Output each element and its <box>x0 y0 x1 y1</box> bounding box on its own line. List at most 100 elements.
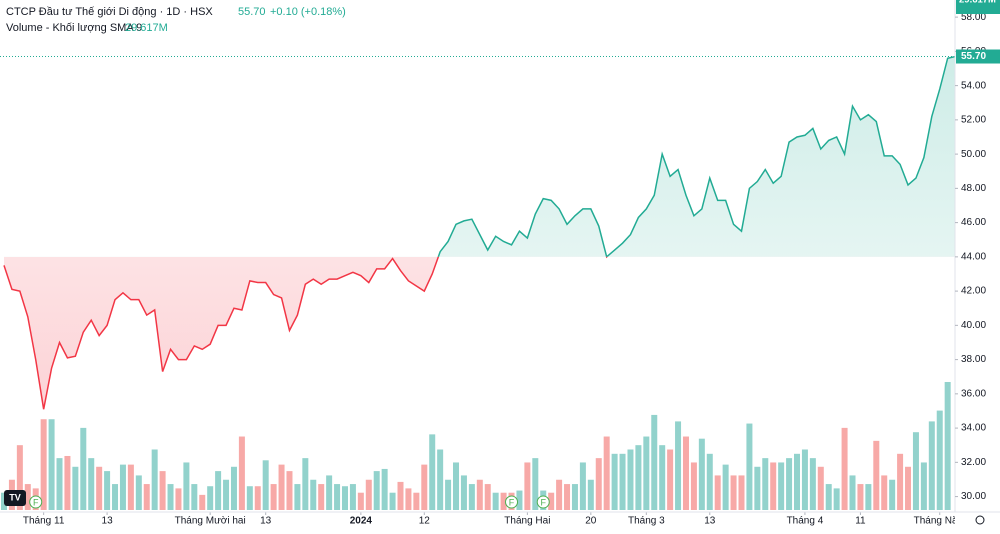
event-label: F <box>540 497 546 507</box>
volume-bar <box>912 432 919 510</box>
volume-bar <box>246 486 253 510</box>
x-tick-label: Tháng Hai <box>504 516 550 527</box>
volume-bar <box>905 466 912 510</box>
volume-bar <box>722 464 729 510</box>
volume-bar <box>88 458 95 510</box>
volume-bar <box>460 475 467 510</box>
volume-bar <box>659 445 666 510</box>
volume-bar <box>492 492 499 510</box>
y-tick-label: 34.00 <box>961 423 986 434</box>
volume-bar <box>175 488 182 510</box>
volume-bar <box>262 460 269 510</box>
y-tick-label: 52.00 <box>961 115 986 126</box>
volume-bar <box>706 453 713 510</box>
volume-bar <box>127 464 134 510</box>
volume-bar <box>373 471 380 510</box>
volume-bar <box>944 381 951 510</box>
y-tick-label: 38.00 <box>961 354 986 365</box>
x-tick-label: 20 <box>585 516 597 527</box>
volume-bar <box>738 475 745 510</box>
volume-bar <box>675 421 682 510</box>
x-tick-label: 13 <box>102 516 114 527</box>
volume-bar <box>104 471 111 510</box>
volume-value: 29.617M <box>125 22 168 34</box>
volume-bar <box>429 434 436 510</box>
x-tick-label: Tháng Mười hai <box>175 516 246 527</box>
volume-bar <box>556 479 563 510</box>
x-tick-label: 12 <box>419 516 431 527</box>
x-tick-label: 11 <box>855 516 866 527</box>
y-tick-label: 46.00 <box>961 217 986 228</box>
volume-bar <box>207 486 214 510</box>
volume-bar <box>889 479 896 510</box>
y-tick-label: 42.00 <box>961 286 986 297</box>
event-label: F <box>509 497 515 507</box>
volume-bar <box>548 492 555 510</box>
volume-bar <box>587 479 594 510</box>
volume-bar <box>643 436 650 510</box>
event-marker <box>536 495 550 509</box>
volume-bar <box>468 484 475 510</box>
volume-bar <box>897 453 904 510</box>
volume-bar <box>730 475 737 510</box>
volume-label: 29.617M <box>959 0 996 6</box>
y-tick-label: 32.00 <box>961 457 986 468</box>
last-price-label: 55.70 <box>961 51 986 62</box>
volume-bar <box>80 427 87 510</box>
y-tick-label: 44.00 <box>961 251 986 262</box>
volume-bar <box>24 484 31 510</box>
event-marker <box>29 495 43 509</box>
volume-bar <box>191 484 198 510</box>
volume-bar <box>326 475 333 510</box>
volume-bar <box>270 484 277 510</box>
volume-bar <box>453 462 460 510</box>
volume-bar <box>928 421 935 510</box>
volume-bar <box>397 481 404 510</box>
volume-bar <box>611 453 618 510</box>
volume-bar <box>873 440 880 510</box>
volume-bar <box>778 462 785 510</box>
volume-bar <box>698 438 705 510</box>
volume-bar <box>881 475 888 510</box>
event-marker <box>505 495 519 509</box>
volume-bar <box>516 490 523 510</box>
svg-text:TV: TV <box>9 492 21 502</box>
price-line <box>437 55 955 257</box>
x-tick-label: 2024 <box>350 516 373 527</box>
volume-bar <box>794 453 800 510</box>
volume-bar <box>762 458 769 510</box>
volume-bar <box>183 462 190 510</box>
volume-bar <box>445 479 452 510</box>
volume-bar <box>254 486 261 510</box>
volume-bar <box>119 464 126 510</box>
volume-bar <box>857 484 864 510</box>
volume-bar <box>770 462 777 510</box>
volume-bar <box>786 458 793 510</box>
volume-bar <box>667 449 674 510</box>
volume-bar <box>524 462 531 510</box>
logo: TV <box>4 490 26 506</box>
volume-bar <box>389 492 396 510</box>
volume-bar <box>48 419 55 510</box>
y-tick-label: 48.00 <box>961 183 986 194</box>
volume-bar <box>690 462 697 510</box>
volume-bar <box>341 486 348 510</box>
volume-bar <box>579 462 586 510</box>
volume-bar <box>413 492 420 510</box>
volume-bar <box>56 458 63 510</box>
volume-bar <box>405 488 412 510</box>
volume-bar <box>817 466 824 510</box>
volume-bar <box>651 414 658 510</box>
y-tick-label: 30.00 <box>961 491 986 502</box>
volume-bar <box>286 471 293 510</box>
volume-bar <box>223 479 230 510</box>
volume-bar <box>635 445 642 510</box>
x-tick-label: Tháng 4 <box>787 516 824 527</box>
volume-bar <box>278 464 285 510</box>
volume-bar <box>437 449 444 510</box>
volume-bar <box>754 466 761 510</box>
volume-bar <box>294 484 301 510</box>
volume-bar <box>714 475 721 510</box>
volume-bar <box>595 458 602 510</box>
